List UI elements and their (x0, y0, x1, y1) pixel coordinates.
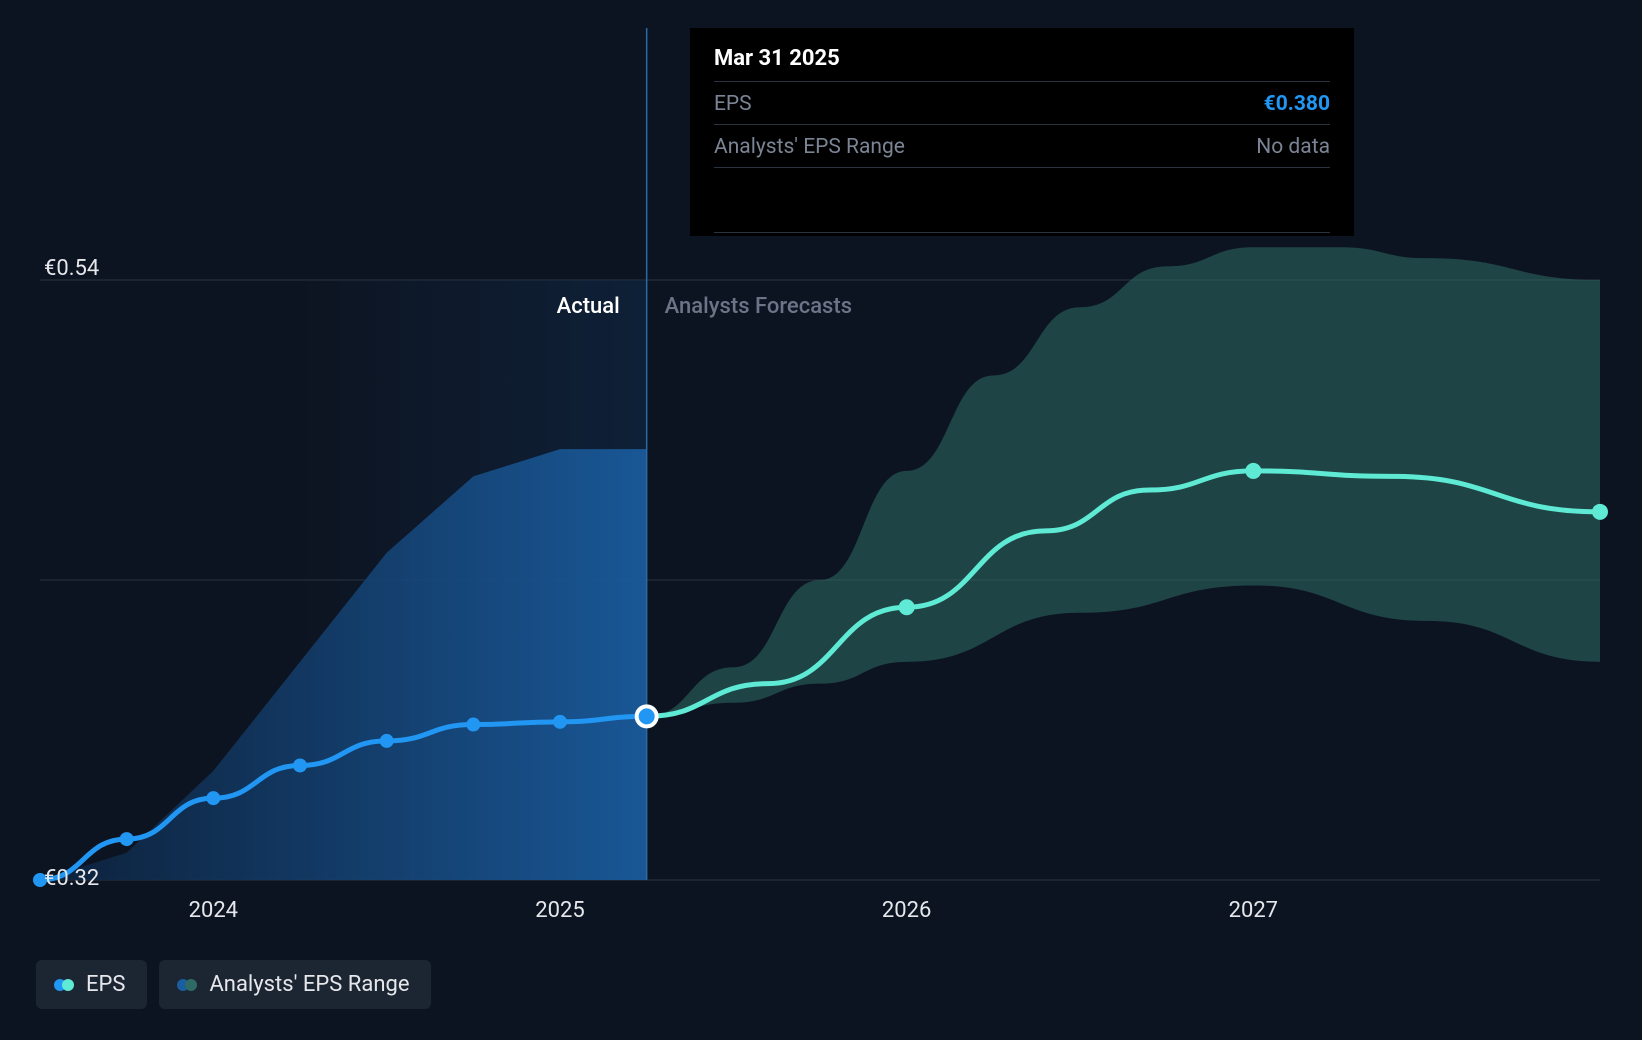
tooltip-val-range: No data (1256, 135, 1330, 159)
tooltip-key-range: Analysts' EPS Range (714, 135, 905, 159)
y-axis-label: €0.54 (44, 256, 99, 281)
tooltip-row-range: Analysts' EPS Range No data (714, 124, 1330, 167)
legend-label-eps: EPS (86, 972, 125, 997)
x-axis-label: 2026 (882, 898, 931, 923)
x-axis-label: 2025 (535, 898, 584, 923)
region-label-actual: Actual (557, 294, 620, 319)
hover-tooltip: Mar 31 2025 EPS €0.380 Analysts' EPS Ran… (690, 28, 1354, 236)
legend-swatch-range (181, 979, 197, 991)
legend-item-eps[interactable]: EPS (36, 960, 147, 1009)
legend-swatch-eps (58, 979, 74, 991)
tooltip-row-eps: EPS €0.380 (714, 81, 1330, 124)
legend-label-range: Analysts' EPS Range (209, 972, 409, 997)
region-label-forecast: Analysts Forecasts (665, 294, 852, 319)
x-axis-label: 2027 (1229, 898, 1278, 923)
y-axis-label: €0.32 (44, 866, 99, 891)
tooltip-val-eps: €0.380 (1264, 92, 1330, 116)
tooltip-key-eps: EPS (714, 92, 752, 116)
chart-legend: EPS Analysts' EPS Range (36, 960, 431, 1009)
tooltip-date: Mar 31 2025 (714, 46, 1330, 81)
x-axis-label: 2024 (189, 898, 238, 923)
eps-chart: Mar 31 2025 EPS €0.380 Analysts' EPS Ran… (0, 0, 1642, 1040)
legend-item-range[interactable]: Analysts' EPS Range (159, 960, 431, 1009)
tooltip-spacer (714, 167, 1330, 233)
